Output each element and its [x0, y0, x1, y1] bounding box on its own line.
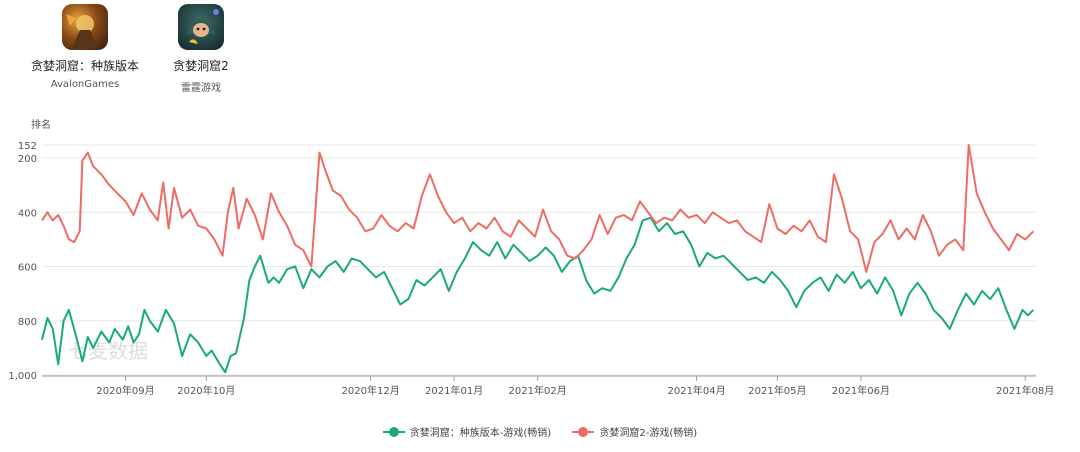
- app-name: 贪婪洞窟：种族版本: [30, 59, 139, 73]
- series-line-2: [41, 144, 1035, 273]
- app-developer: AvalonGames: [50, 79, 120, 90]
- chart-legend: 贪婪洞窟：种族版本-游戏(畅销) 贪婪洞窟2-游戏(畅销): [0, 424, 1080, 441]
- x-tick-label: 2021年05月: [748, 384, 806, 397]
- app-card-1[interactable]: 贪婪洞窟：种族版本 AvalonGames: [20, 4, 150, 90]
- x-tick-label: 2021年06月: [832, 384, 890, 397]
- y-tick-label: 400: [18, 208, 37, 219]
- legend-swatch: [382, 426, 405, 438]
- legend-item-series-1[interactable]: 贪婪洞窟：种族版本-游戏(畅销): [382, 424, 552, 439]
- x-tick-label: 2020年12月: [342, 384, 400, 397]
- app-developer: 雷霆游戏: [181, 83, 221, 94]
- legend-label: 贪婪洞窟：种族版本-游戏(畅销): [409, 428, 552, 439]
- y-tick-label: 600: [18, 263, 37, 274]
- x-tick-label: 2020年09月: [96, 384, 154, 397]
- x-tick-label: 2021年04月: [667, 384, 725, 397]
- chart-grid: [42, 144, 1036, 376]
- x-tick-label: 2020年10月: [177, 384, 235, 397]
- y-axis-label: 排名: [31, 118, 51, 131]
- legend-label: 贪婪洞窟2-游戏(畅销): [599, 428, 698, 439]
- dungeon-warrior-app-icon: [62, 4, 108, 50]
- y-tick-label: 200: [18, 154, 37, 165]
- y-tick-label: 1,000: [8, 371, 37, 382]
- chart-axes: 152 200 400 600 800 1,000 2020年09月 2020年10月 2020…: [8, 141, 1054, 397]
- legend-item-series-2[interactable]: 贪婪洞窟2-游戏(畅销): [572, 424, 697, 439]
- rank-line-chart: 152 200 400 600 800 1,000 2020年09月 2020年10月 2020…: [8, 118, 1054, 397]
- hooded-character-app-icon: [178, 4, 224, 50]
- legend-swatch: [572, 426, 595, 438]
- x-tick-label: 2021年01月: [425, 384, 483, 397]
- y-tick-label: 800: [18, 317, 37, 328]
- x-tick-label: 2021年02月: [509, 384, 567, 397]
- app-name: 贪婪洞窟2: [173, 59, 229, 73]
- y-tick-label: 152: [18, 141, 37, 152]
- x-tick-label: 2021年08月: [996, 384, 1054, 397]
- series-line-1: [41, 216, 1035, 374]
- chart-series: [41, 144, 1035, 374]
- app-card-2[interactable]: 贪婪洞窟2 雷霆游戏: [136, 4, 266, 94]
